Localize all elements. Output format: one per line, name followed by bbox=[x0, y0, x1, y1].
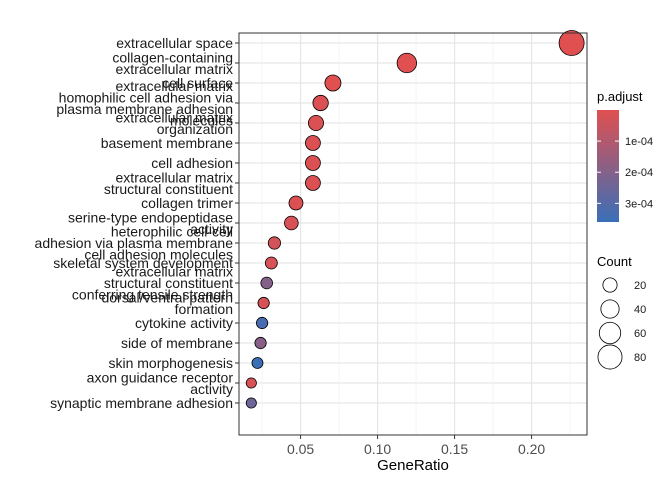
colorbar-label: 2e-04 bbox=[625, 167, 653, 179]
term-point bbox=[308, 115, 324, 131]
term-label: organization bbox=[157, 121, 233, 137]
y-axis-term-labels: extracellular spacecollagen-containingex… bbox=[35, 35, 239, 411]
count-legend-circle bbox=[598, 321, 622, 345]
count-legend-label: 40 bbox=[634, 304, 646, 316]
x-tick-label: 0.20 bbox=[518, 441, 545, 457]
term-point bbox=[256, 316, 269, 330]
term-point bbox=[558, 30, 585, 56]
term-point bbox=[264, 256, 278, 270]
p-adjust-legend-title: p.adjust bbox=[597, 89, 643, 104]
term-point bbox=[245, 397, 257, 409]
count-legend-circle bbox=[602, 277, 618, 293]
term-point bbox=[251, 357, 264, 369]
term-label: extracellular matrix bbox=[116, 78, 233, 94]
term-label: activity bbox=[190, 381, 233, 397]
p-adjust-colorbar bbox=[597, 110, 619, 222]
term-label: homophilic cell adhesion via bbox=[59, 89, 234, 105]
term-label: collagen trimer bbox=[141, 195, 233, 211]
term-label: skin morphogenesis bbox=[108, 355, 233, 371]
term-label: extracellular matrix bbox=[116, 61, 233, 77]
term-label: serine-type endopeptidase bbox=[68, 209, 233, 225]
term-point bbox=[288, 195, 304, 211]
term-point bbox=[284, 215, 299, 231]
term-label: dorsal/ventral pattern bbox=[101, 289, 233, 305]
term-label: cell surface bbox=[162, 75, 233, 91]
count-legend-label: 60 bbox=[634, 328, 646, 340]
term-label: axon guidance receptor bbox=[87, 369, 234, 385]
x-axis: 0.05 0.10 0.15 0.20 bbox=[287, 435, 545, 457]
count-legend-circle bbox=[597, 344, 623, 370]
term-label: plasma membrane adhesion bbox=[56, 101, 233, 117]
plot-gridlines bbox=[239, 33, 587, 435]
term-label: side of membrane bbox=[121, 335, 233, 351]
term-point bbox=[260, 276, 273, 290]
term-label: extracellular matrix bbox=[116, 264, 233, 280]
term-point bbox=[245, 377, 257, 389]
plot-panel-border bbox=[238, 32, 588, 436]
count-legend: Count 20 40 60 80 bbox=[597, 254, 646, 370]
term-label: cell adhesion molecules bbox=[84, 247, 233, 263]
count-legend-circle bbox=[600, 299, 620, 319]
count-legend-title: Count bbox=[597, 254, 632, 269]
count-legend-label: 80 bbox=[634, 352, 646, 364]
term-label: conferring tensile strength bbox=[72, 287, 233, 303]
term-label: collagen-containing bbox=[112, 49, 233, 65]
term-point bbox=[267, 236, 281, 250]
term-label: molecules bbox=[170, 112, 233, 128]
plot-points bbox=[245, 30, 585, 409]
count-legend-label: 20 bbox=[634, 280, 646, 292]
p-adjust-legend: p.adjust 1e-04 2e-04 3e-04 bbox=[597, 89, 653, 222]
colorbar-label: 1e-04 bbox=[625, 136, 653, 148]
x-tick-label: 0.10 bbox=[364, 441, 391, 457]
term-label: basement membrane bbox=[101, 135, 234, 151]
term-point bbox=[305, 175, 321, 191]
term-label: heterophilic cell-cell bbox=[111, 224, 233, 240]
colorbar-label: 3e-04 bbox=[625, 198, 653, 210]
term-label: extracellular matrix bbox=[116, 169, 233, 185]
term-label: synaptic membrane adhesion bbox=[50, 395, 233, 411]
term-label: formation bbox=[175, 301, 233, 317]
term-label: adhesion via plasma membrane bbox=[35, 235, 234, 251]
term-point bbox=[254, 336, 267, 350]
term-point bbox=[257, 296, 270, 310]
term-point bbox=[305, 155, 321, 171]
term-label: extracellular matrix bbox=[116, 109, 233, 125]
term-label: structural constituent bbox=[104, 275, 233, 291]
term-label: structural constituent bbox=[104, 181, 233, 197]
term-label: activity bbox=[190, 221, 233, 237]
term-label: extracellular space bbox=[116, 35, 233, 51]
term-point bbox=[396, 52, 417, 74]
term-label: skeletal system development bbox=[53, 255, 233, 271]
x-tick-label: 0.05 bbox=[287, 441, 314, 457]
term-point bbox=[305, 135, 321, 151]
term-point bbox=[324, 74, 342, 92]
x-tick-label: 0.15 bbox=[441, 441, 468, 457]
term-label: cell adhesion bbox=[151, 155, 233, 171]
x-axis-title: GeneRatio bbox=[377, 457, 449, 474]
term-point bbox=[312, 94, 329, 112]
term-label: cytokine activity bbox=[135, 315, 233, 331]
